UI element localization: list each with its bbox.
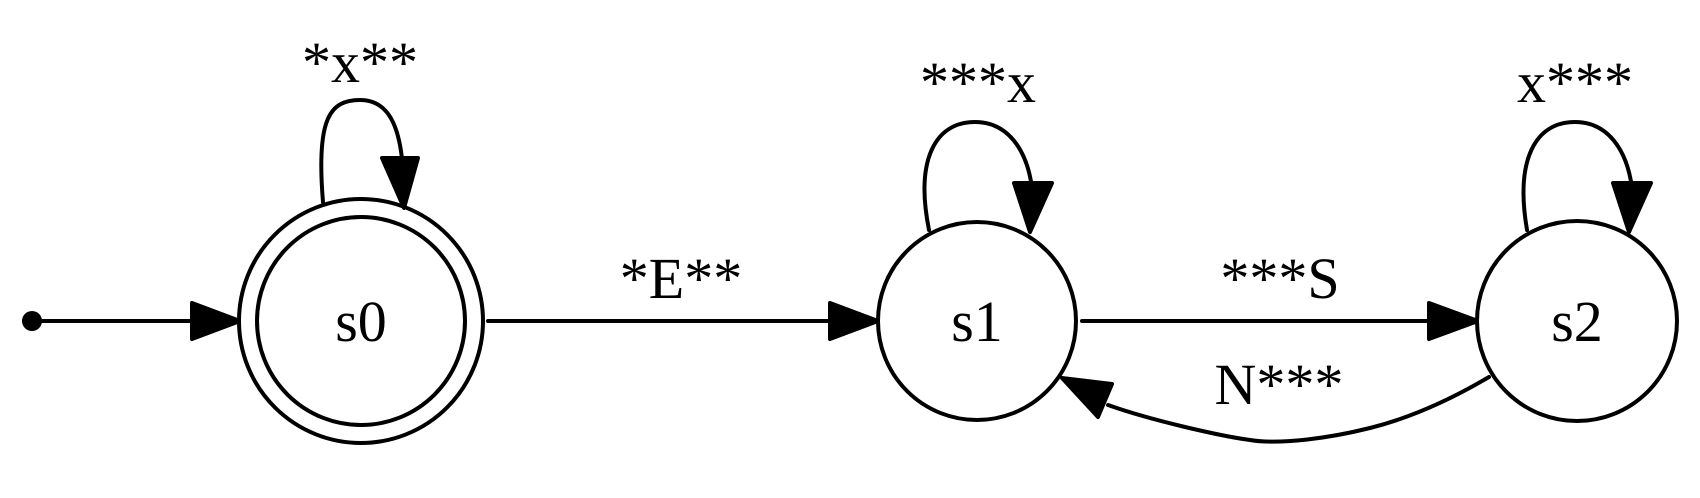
- state-s0[interactable]: s0: [237, 197, 485, 445]
- state-s1-label: s1: [951, 289, 1003, 354]
- state-s1[interactable]: s1: [876, 220, 1078, 422]
- transition-s1-s1: [922, 120, 1054, 234]
- state-s2[interactable]: s2: [1475, 219, 1679, 423]
- transition-s2-s1: [1060, 375, 1491, 444]
- transition-s2-s2: [1521, 120, 1653, 234]
- transition-s0-s0-label: *x**: [302, 30, 418, 95]
- transition-s1-s2-label: ***S: [1220, 246, 1339, 311]
- transition-s2-s1-label: N***: [1215, 352, 1344, 417]
- transition-s1-s1-label: ***x: [920, 50, 1036, 115]
- state-s1-circle: [876, 220, 1078, 422]
- transition-s0-s1: [486, 301, 880, 341]
- transition-s1-s2: [1080, 301, 1480, 341]
- state-s0-inner-ring: [255, 215, 467, 427]
- initial-transition-arrow: [30, 301, 242, 341]
- transition-s0-s1-label: *E**: [620, 246, 742, 311]
- transition-s0-s0: [319, 98, 420, 210]
- state-s2-circle: [1475, 219, 1679, 423]
- state-s2-label: s2: [1551, 289, 1603, 354]
- state-s0-label: s0: [335, 289, 387, 354]
- transition-s2-s2-label: x***: [1517, 50, 1633, 115]
